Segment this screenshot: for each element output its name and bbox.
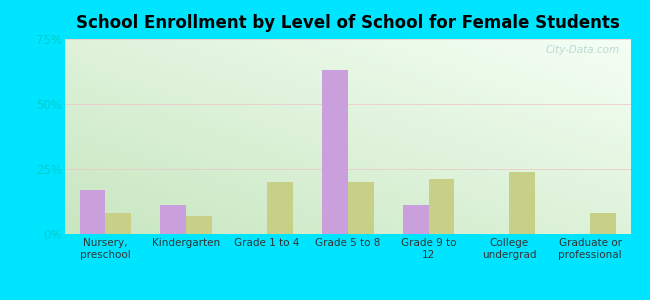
Text: City-Data.com: City-Data.com xyxy=(545,45,619,55)
Bar xyxy=(161,206,186,234)
Bar xyxy=(186,216,212,234)
Bar xyxy=(428,179,454,234)
Bar xyxy=(267,182,292,234)
Bar xyxy=(79,190,105,234)
Legend: Harris, Iowa: Harris, Iowa xyxy=(279,298,417,300)
Bar xyxy=(348,182,374,234)
Bar xyxy=(510,172,535,234)
Bar xyxy=(105,213,131,234)
Bar xyxy=(590,213,616,234)
Bar xyxy=(322,70,348,234)
Bar xyxy=(403,206,428,234)
Title: School Enrollment by Level of School for Female Students: School Enrollment by Level of School for… xyxy=(76,14,619,32)
